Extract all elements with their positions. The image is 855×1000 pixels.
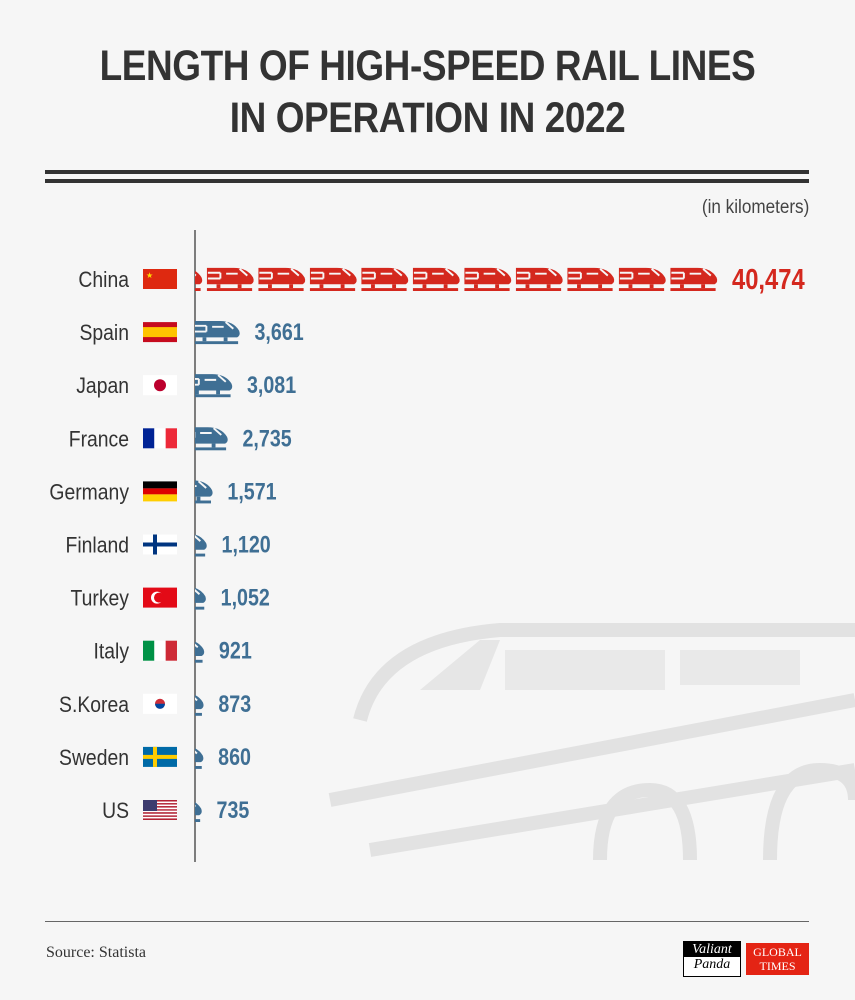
train-icon xyxy=(195,426,229,452)
train-icon xyxy=(195,320,241,346)
value-label: 921 xyxy=(219,637,252,664)
value-label: 735 xyxy=(217,796,250,823)
bar-row-turkey: Turkey 1,052 xyxy=(71,584,270,611)
train-icon xyxy=(669,266,719,292)
train-icon xyxy=(195,373,234,399)
us-flag xyxy=(143,800,177,820)
spain-flag xyxy=(143,322,177,343)
category-label: Japan xyxy=(76,374,129,398)
turkey-flag xyxy=(143,587,177,608)
bar-row-france: France 2,735 xyxy=(69,424,292,451)
bar xyxy=(195,373,234,399)
category-label: Finland xyxy=(66,533,129,557)
category-label: Germany xyxy=(49,480,129,504)
title-line-1: LENGTH OF HIGH-SPEED RAIL LINES xyxy=(99,42,756,90)
unit-note: (in kilometers) xyxy=(701,197,809,218)
category-label: Turkey xyxy=(71,586,130,610)
category-label: Sweden xyxy=(59,746,129,770)
value-label: 1,120 xyxy=(222,531,271,558)
title-rule-bottom xyxy=(45,179,809,183)
category-label: Italy xyxy=(93,640,129,664)
global-times-logo: GLOBAL TIMES xyxy=(746,943,809,975)
svg-text:★: ★ xyxy=(146,271,153,280)
category-label: US xyxy=(102,799,129,823)
finland-flag xyxy=(143,534,177,555)
category-label: Spain xyxy=(79,321,129,345)
sweden-flag xyxy=(143,746,177,767)
train-icon xyxy=(514,266,564,292)
bar-row-japan: Japan 3,081 xyxy=(76,371,296,398)
value-label: 873 xyxy=(218,690,251,717)
category-label: France xyxy=(69,427,129,451)
south-korea-flag xyxy=(143,693,177,714)
bar-row-spain: Spain 3,661 xyxy=(79,318,303,345)
value-label: 860 xyxy=(218,743,251,770)
france-flag xyxy=(143,428,177,449)
value-label: 2,735 xyxy=(242,424,291,451)
train-icon xyxy=(205,266,255,292)
train-icon xyxy=(308,266,358,292)
bar-row-us: US 735 xyxy=(102,796,249,823)
valiant-panda-logo: Valiant Panda xyxy=(683,941,741,977)
title-line-2: IN OPERATION IN 2022 xyxy=(229,94,626,142)
title-rule-top xyxy=(45,170,809,174)
background-train-illustration xyxy=(328,623,855,861)
value-label: 3,081 xyxy=(247,371,296,398)
bar-row-skorea: S.Korea 873 xyxy=(59,690,251,717)
train-icon xyxy=(257,266,307,292)
germany-flag xyxy=(143,481,177,502)
bar xyxy=(195,320,241,346)
bar-row-china: China ★ 40,474 xyxy=(78,263,804,296)
china-flag: ★ xyxy=(143,269,177,289)
value-label: 1,571 xyxy=(227,478,276,505)
train-icon xyxy=(411,266,461,292)
bar-row-sweden: Sweden 860 xyxy=(59,743,251,770)
train-icon xyxy=(360,266,410,292)
bar xyxy=(195,426,229,452)
bar-row-germany: Germany 1,571 xyxy=(49,478,276,505)
value-label: 3,661 xyxy=(254,318,303,345)
category-label: China xyxy=(78,268,129,292)
train-icon xyxy=(617,266,667,292)
footer-rule xyxy=(45,921,809,922)
bar-row-finland: Finland 1,120 xyxy=(66,531,271,558)
train-icon xyxy=(566,266,616,292)
bar-row-italy: Italy 921 xyxy=(93,637,251,664)
japan-flag xyxy=(143,375,177,396)
value-label: 40,474 xyxy=(732,263,805,296)
source-note: Source: Statista xyxy=(46,944,146,961)
value-label: 1,052 xyxy=(221,584,270,611)
italy-flag xyxy=(143,640,177,661)
train-icon xyxy=(463,266,513,292)
bar xyxy=(195,266,719,292)
category-label: S.Korea xyxy=(59,693,129,717)
